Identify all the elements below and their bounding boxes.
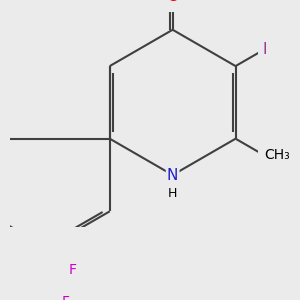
Text: N: N (167, 167, 178, 182)
Text: F: F (62, 295, 70, 300)
Text: H: H (168, 187, 177, 200)
Text: O: O (166, 0, 179, 5)
Text: CH₃: CH₃ (264, 148, 290, 162)
Text: F: F (68, 262, 76, 277)
Text: I: I (262, 42, 267, 57)
